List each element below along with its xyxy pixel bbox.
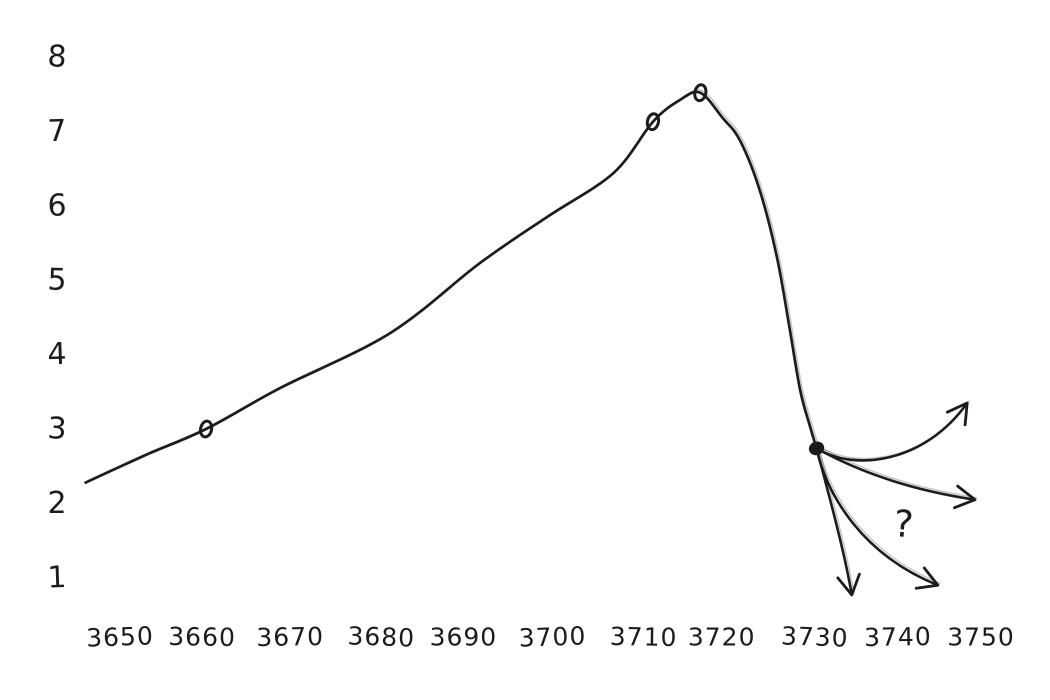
x-axis-tick-label: 3730 [781,621,850,652]
y-axis-tick-label: 5 [47,262,67,298]
y-axis-tick-label: 8 [47,39,68,75]
scenario-arrow-down-ghost [817,445,855,594]
scenario-arrow-right-ghost [817,445,978,499]
x-axis-tick-label: 3680 [347,621,416,652]
scenario-arrow-up-ghost [817,400,970,460]
data-point-marker [693,83,708,103]
x-axis-tick-label: 3670 [256,622,324,652]
scenario-arrow-right [815,447,977,501]
x-axis-tick-label: 3720 [688,623,756,652]
y-axis-tick-label: 2 [47,486,66,521]
y-axis-tick-label: 3 [47,411,68,447]
arrowhead-down-right [914,566,940,590]
trend-curve [84,90,818,484]
x-axis-tick-label: 3650 [86,621,155,652]
scenario-arrow-down-right-ghost [817,445,941,584]
y-axis-tick-label: 1 [47,560,67,596]
data-point-marker [198,419,214,439]
y-axis-tick-label: 6 [47,188,66,223]
x-axis-tick-label: 3700 [518,621,587,652]
uncertainty-annotation: ? [892,502,915,546]
arrowhead-down [836,572,861,597]
x-axis-tick-label: 3710 [610,622,678,652]
y-axis-tick-label: 7 [47,114,67,150]
x-axis-tick-label: 3740 [864,622,932,652]
scenario-arrow-down [815,447,854,597]
data-point-marker [645,112,661,132]
x-axis-tick-label: 3660 [168,622,236,652]
x-axis-tick-label: 3690 [430,623,498,652]
arrowhead-up [945,401,969,427]
y-axis-tick-label: 4 [47,337,67,373]
arrowhead-right [953,484,977,510]
scenario-arrow-up [815,401,969,462]
x-axis-tick-label: 3750 [947,623,1015,652]
